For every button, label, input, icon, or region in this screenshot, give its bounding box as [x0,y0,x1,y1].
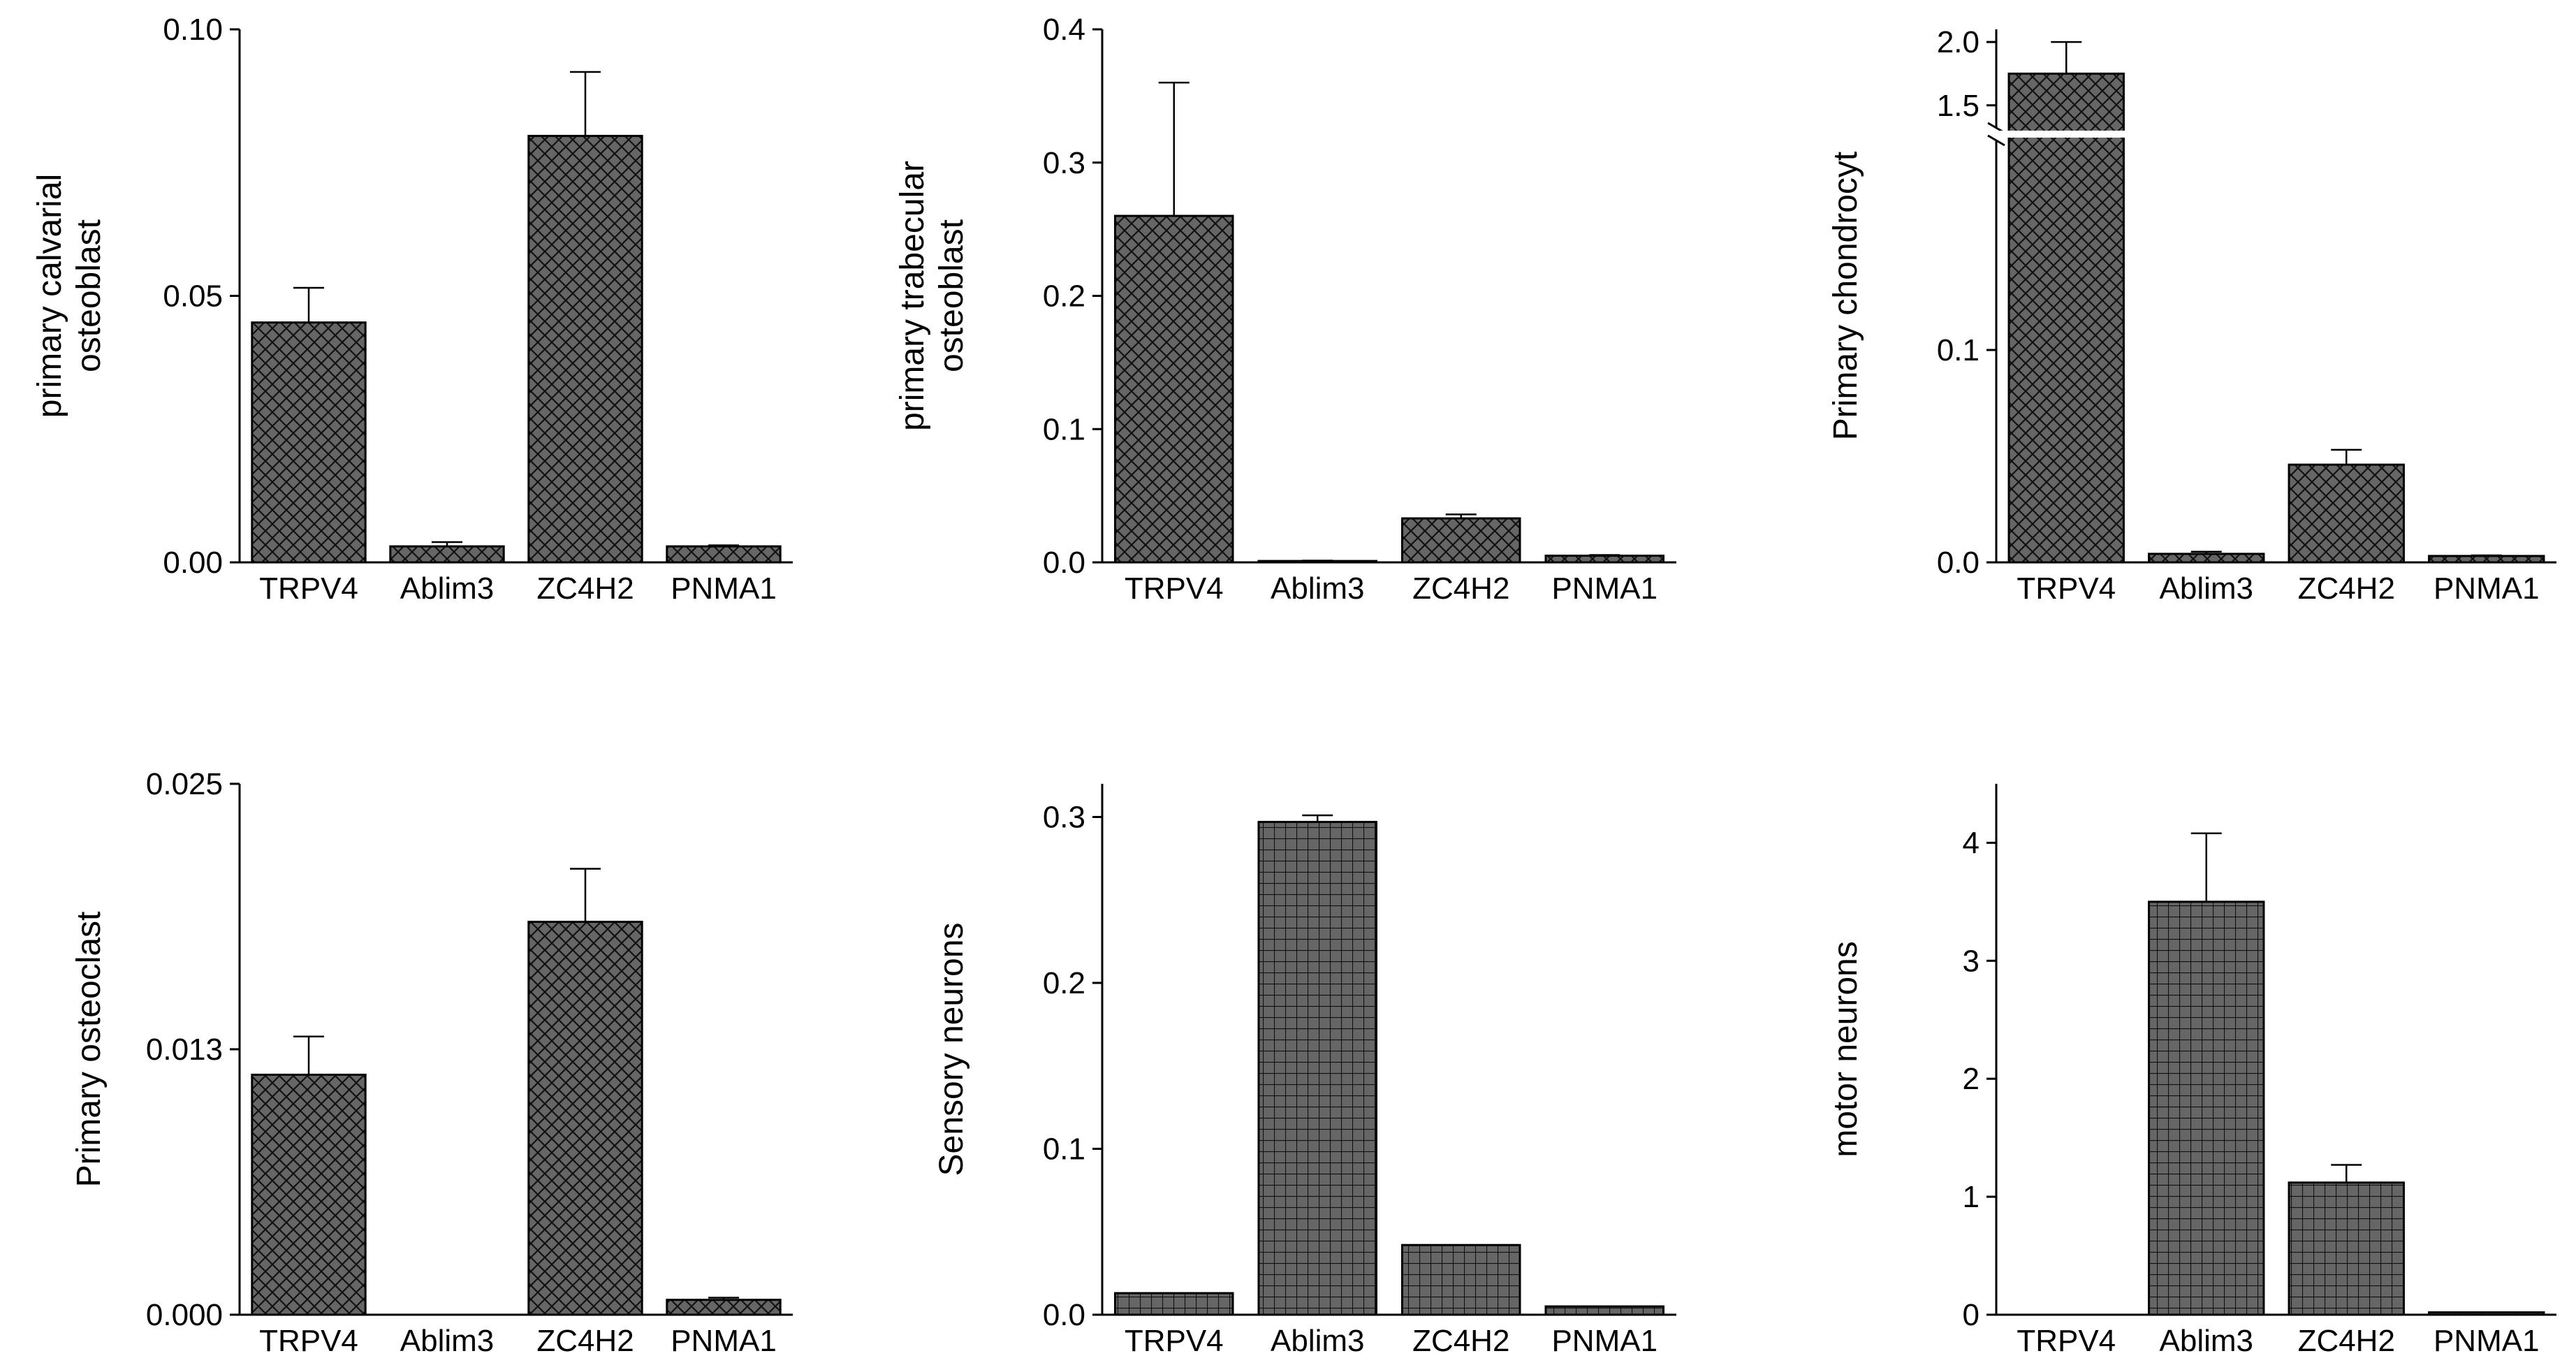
bar-zc4h2 [2288,1181,2405,1316]
y-axis-title: Primary osteoclast [71,912,108,1188]
axis-break-mark [1987,134,2005,147]
bar-ablim3 [2148,900,2265,1316]
category-label: PNMA1 [2434,571,2540,606]
y-tick-label: 0.1 [1043,1132,1085,1167]
category-label: Ablim3 [1271,1324,1365,1358]
bar-ablim3 [2148,553,2265,564]
y-axis-title: Sensory neurons [933,923,970,1176]
y-tick-label: 0.0 [1043,546,1085,580]
bar-pnma1 [666,545,782,564]
y-axis-title: osteoblast [71,219,108,372]
chart-top-middle: TRPV4 Ablim3 ZC4H2 PNMA1 0.0 0.1 0.2 0.3 0.4 prim… [894,13,1676,606]
y-tick-label: 0.0 [1043,1298,1085,1332]
chart-top-right: TRPV4 Ablim3 ZC4H2 PNMA1 0.0 0.1 1.5 2.0 Primary… [1827,25,2556,606]
y-tick-label: 0.013 [146,1032,223,1067]
bar-ablim3 [389,545,505,564]
category-label: ZC4H2 [536,1324,634,1358]
category-label: Ablim3 [2160,1324,2254,1358]
y-tick-label: 0.00 [163,546,223,580]
y-axis-title: osteoblast [933,219,970,372]
category-label: TRPV4 [1125,571,1224,606]
chart-bottom-right: TRPV4 Ablim3 ZC4H2 PNMA1 0 1 2 3 4 motor neurons [1827,784,2556,1358]
chart-top-left: TRPV4 Ablim3 ZC4H2 PNMA1 0.00 0.05 0.10 primary… [31,13,793,606]
y-tick-label: 4 [1963,826,1979,860]
category-label: Ablim3 [400,571,495,606]
category-label: PNMA1 [671,571,777,606]
category-label: ZC4H2 [536,571,634,606]
category-label: ZC4H2 [1412,571,1509,606]
bar-break-gap [2000,131,2140,138]
y-tick-label: 0 [1963,1298,1979,1332]
bar-trpv4 [2007,72,2125,564]
bar-trpv4 [251,1073,367,1316]
bar-zc4h2 [2288,463,2405,564]
category-label: PNMA1 [1551,571,1657,606]
bar-trpv4 [1113,214,1234,564]
y-axis-title: primary trabecular [894,161,931,431]
category-label: PNMA1 [671,1324,777,1358]
chart-bottom-left: TRPV4 Ablim3 ZC4H2 PNMA1 0.000 0.013 0.025 Prim… [71,767,793,1358]
bar-zc4h2 [1400,517,1521,564]
chart-bottom-middle: TRPV4 Ablim3 ZC4H2 PNMA1 0.0 0.1 0.2 0.3 Sensory… [933,784,1676,1358]
category-label: ZC4H2 [2298,1324,2395,1358]
y-tick-label: 0.1 [1043,412,1085,446]
y-tick-label: 0.05 [163,279,223,314]
category-label: TRPV4 [2017,1324,2116,1358]
category-label: TRPV4 [2017,571,2116,606]
y-tick-label: 0.10 [163,13,223,47]
bar-ablim3 [1257,821,1378,1316]
y-axis-title: primary calvarial [31,174,68,418]
bar-pnma1 [666,1299,782,1316]
category-label: ZC4H2 [1412,1324,1509,1358]
y-tick-label: 2.0 [1937,25,1979,59]
y-axis-title: motor neurons [1827,941,1864,1158]
y-axis-title: Primary chondrocyt [1827,152,1864,440]
y-tick-label: 2 [1963,1062,1979,1096]
y-tick-label: 0.2 [1043,279,1085,314]
bar-trpv4 [251,321,367,564]
category-label: ZC4H2 [2298,571,2395,606]
category-label: PNMA1 [2434,1324,2540,1358]
y-tick-label: 0.0 [1937,546,1979,580]
y-tick-label: 0.025 [146,767,223,801]
category-label: Ablim3 [400,1324,495,1358]
category-label: TRPV4 [259,1324,358,1358]
category-label: PNMA1 [1551,1324,1657,1358]
bar-zc4h2 [527,135,643,564]
bar-pnma1 [1544,1305,1665,1316]
y-tick-label: 0.3 [1043,146,1085,180]
y-tick-label: 0.000 [146,1298,223,1332]
y-tick-label: 0.1 [1937,333,1979,367]
y-tick-label: 0.3 [1043,801,1085,835]
y-tick-label: 1.5 [1937,89,1979,123]
category-label: Ablim3 [1271,571,1365,606]
category-label: Ablim3 [2160,571,2254,606]
y-tick-label: 3 [1963,944,1979,978]
category-label: TRPV4 [259,571,358,606]
y-tick-label: 0.4 [1043,13,1085,47]
y-tick-label: 0.2 [1043,966,1085,1000]
category-label: TRPV4 [1125,1324,1224,1358]
y-tick-label: 1 [1963,1180,1979,1214]
bar-zc4h2 [527,921,643,1316]
bar-trpv4 [1113,1292,1234,1316]
bar-zc4h2 [1400,1243,1521,1316]
